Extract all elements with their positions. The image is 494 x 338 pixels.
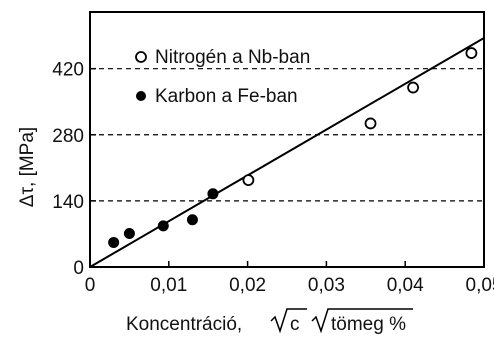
legend-label-nitrogen: Nitrogén a Nb-ban <box>155 47 310 68</box>
x-axis-title: Koncentráció, c tömeg % <box>126 308 413 335</box>
legend: Nitrogén a Nb-ban Karbon a Fe-ban <box>135 47 310 107</box>
data-point-nitrogen <box>242 174 255 187</box>
data-point-karbon <box>123 227 135 239</box>
data-point-karbon <box>157 220 169 232</box>
x-tick-label: 0 <box>85 275 96 296</box>
data-point-nitrogen <box>364 117 377 130</box>
data-point-karbon <box>108 236 120 248</box>
x-axis-unit-c: c <box>290 314 300 335</box>
y-tick-label: 280 <box>52 126 84 147</box>
y-tick-label: 140 <box>52 192 84 213</box>
legend-marker-karbon <box>136 91 146 101</box>
x-tick-label: 0,05 <box>466 275 494 296</box>
data-point-karbon <box>186 214 198 226</box>
x-axis-unit-tomeg: tömeg % <box>331 314 406 335</box>
x-tick-label: 0,02 <box>229 275 266 296</box>
x-tick-label: 0,01 <box>150 275 187 296</box>
y-tick-label: 420 <box>52 60 84 81</box>
y-tick-label: 0 <box>73 258 84 279</box>
fit-line <box>89 37 485 268</box>
sqrt-sign-icon <box>270 308 307 334</box>
plot-frame <box>89 11 485 268</box>
x-tick-label: 0,04 <box>387 275 424 296</box>
x-tick-label: 0,03 <box>308 275 345 296</box>
grid-lines <box>90 68 484 202</box>
data-point-nitrogen <box>407 81 419 94</box>
data-points <box>108 47 478 248</box>
x-axis-title-text: Koncentráció, <box>126 314 242 335</box>
data-point-nitrogen <box>465 47 478 59</box>
y-axis-title: Δτ, [MPa] <box>17 127 38 207</box>
legend-label-karbon: Karbon a Fe-ban <box>155 86 298 107</box>
legend-marker-nitrogen <box>135 51 147 63</box>
data-point-karbon <box>207 188 219 200</box>
ticks: 0 0,01 0,02 0,03 0,04 0,05 0 140 280 420 <box>52 60 494 296</box>
sqrt-sign-icon <box>311 308 413 334</box>
